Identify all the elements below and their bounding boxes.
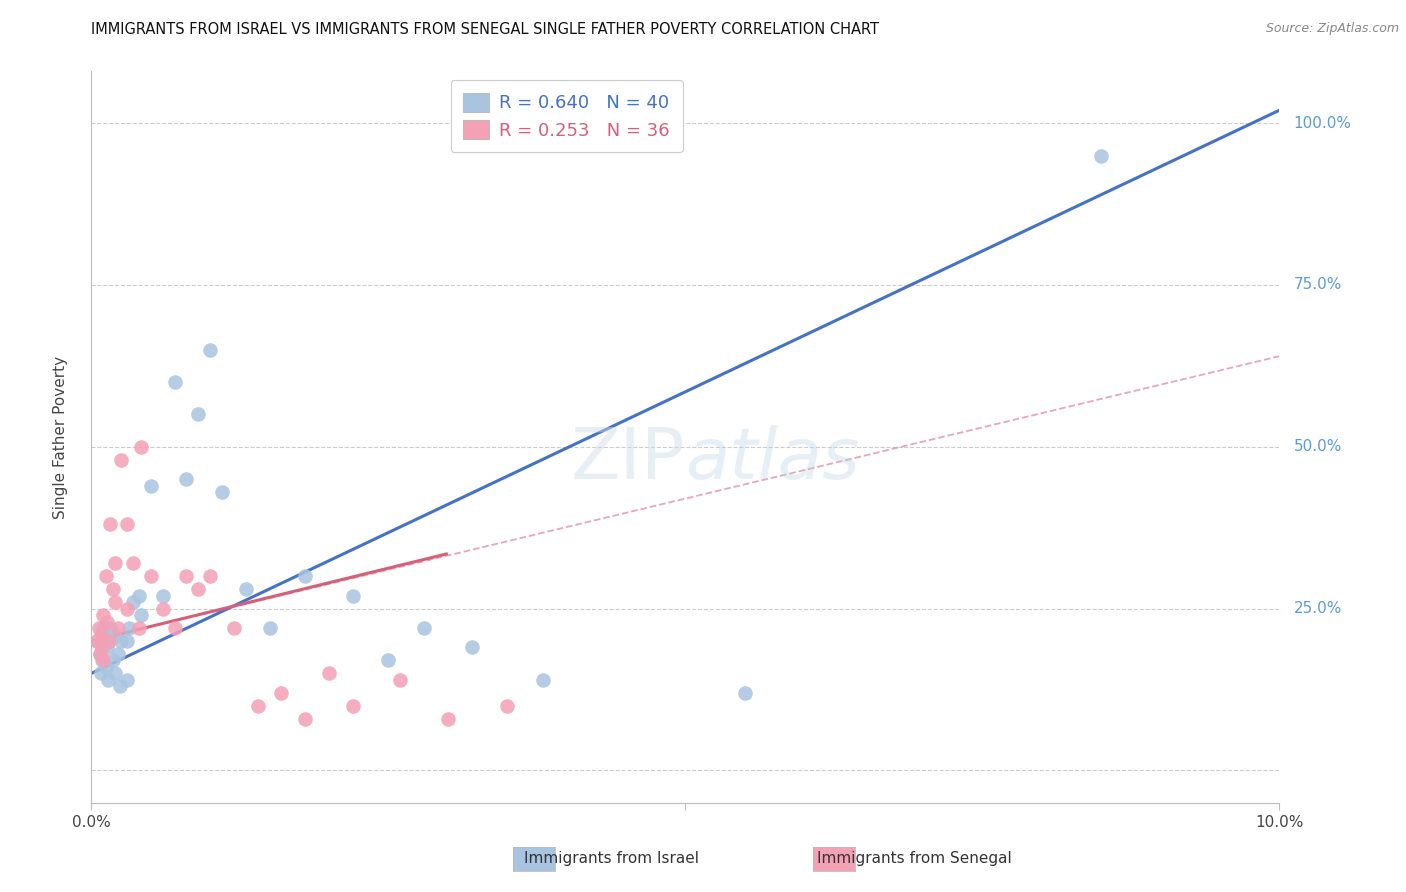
Point [139,569,162,583]
Point [122,595,145,609]
Point [115,601,138,615]
Text: 50.0%: 50.0% [1294,439,1343,454]
Point [91,608,114,623]
Point [96,640,118,655]
Point [176,569,198,583]
Point [129,440,152,454]
Point [176,472,198,486]
Text: 25.0%: 25.0% [1294,601,1343,616]
Point [163,621,186,635]
Legend: R = 0.640   N = 40, R = 0.253   N = 36: R = 0.640 N = 40, R = 0.253 N = 36 [450,80,683,153]
Text: Source: ZipAtlas.com: Source: ZipAtlas.com [1265,22,1399,36]
Point [91,640,114,655]
Point [122,557,145,571]
Point [118,621,141,635]
Text: atlas: atlas [685,425,860,493]
Point [104,557,127,571]
Point [222,621,245,635]
Point [104,627,127,641]
Point [110,452,132,467]
Point [97,673,120,687]
Point [101,653,124,667]
Point [115,517,138,532]
Point [187,408,209,422]
Point [342,589,364,603]
Point [259,621,281,635]
Point [1090,148,1112,162]
Text: Immigrants from Senegal: Immigrants from Senegal [817,851,1011,865]
Point [200,343,222,357]
Point [115,673,138,687]
Point [152,601,174,615]
Point [187,582,209,597]
Point [96,615,118,629]
Text: 75.0%: 75.0% [1294,277,1343,293]
Point [100,621,122,635]
Point [107,647,129,661]
Point [294,569,316,583]
Point [98,634,121,648]
Point [270,686,292,700]
Point [129,608,152,623]
Point [91,653,114,667]
Point [89,647,111,661]
Text: ZIP: ZIP [571,425,685,493]
Point [86,634,108,648]
Point [139,478,162,492]
Point [496,698,519,713]
Point [436,712,458,726]
Point [108,679,131,693]
Point [90,666,112,681]
Point [91,634,114,648]
Point [110,634,132,648]
Point [377,653,399,667]
Point [91,653,114,667]
Point [413,621,436,635]
Text: Immigrants from Israel: Immigrants from Israel [524,851,699,865]
Point [342,698,364,713]
Point [89,647,111,661]
Point [104,595,127,609]
Point [101,582,124,597]
Point [734,686,756,700]
Point [318,666,340,681]
Point [87,621,110,635]
Text: 100.0%: 100.0% [1294,116,1351,130]
Point [94,569,117,583]
Point [294,712,316,726]
Y-axis label: Single Father Poverty: Single Father Poverty [53,356,67,518]
Text: IMMIGRANTS FROM ISRAEL VS IMMIGRANTS FROM SENEGAL SINGLE FATHER POVERTY CORRELAT: IMMIGRANTS FROM ISRAEL VS IMMIGRANTS FRO… [91,22,879,37]
Point [94,660,117,674]
Point [235,582,257,597]
Point [86,634,108,648]
Point [152,589,174,603]
Point [90,627,112,641]
Point [91,621,114,635]
Point [531,673,554,687]
Point [211,485,233,500]
Point [107,621,129,635]
Point [200,569,222,583]
Point [104,666,127,681]
Point [128,589,150,603]
Point [163,375,186,389]
Point [115,634,138,648]
Point [98,634,121,648]
Point [389,673,412,687]
Point [460,640,482,655]
Point [100,517,122,532]
Point [128,621,150,635]
Point [246,698,269,713]
